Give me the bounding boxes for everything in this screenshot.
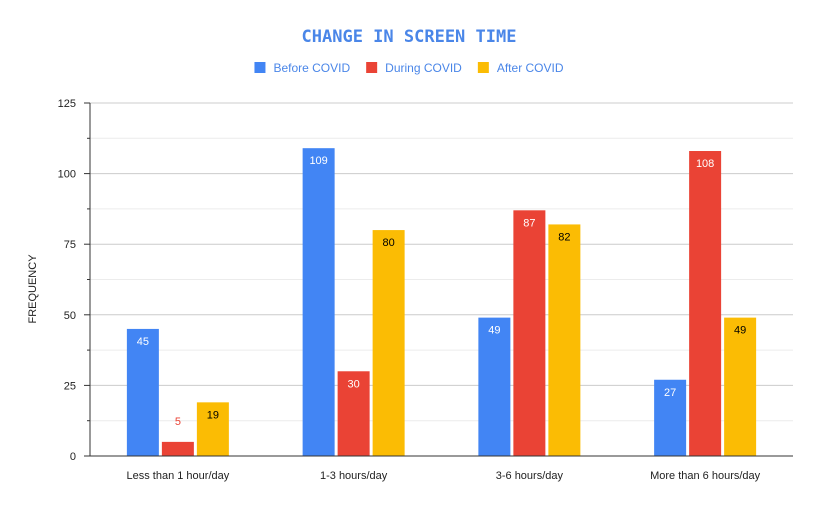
bars: 45 5 19 109 30 80 49 87 82 27 108 49 — [126, 148, 757, 456]
gridlines — [90, 102, 793, 422]
bar-before-covid — [654, 379, 687, 456]
legend-label: During COVID — [385, 61, 462, 75]
data-label: 5 — [175, 416, 181, 428]
data-label: 109 — [309, 155, 327, 167]
data-label: 19 — [207, 409, 219, 421]
y-tick-label: 75 — [64, 239, 76, 251]
bar-during-covid — [689, 151, 722, 456]
x-category-label: More than 6 hours/day — [650, 470, 761, 482]
legend-swatch — [366, 62, 378, 73]
legend-swatch — [477, 62, 489, 73]
x-category-label: Less than 1 hour/day — [127, 470, 230, 482]
legend-swatch — [254, 62, 266, 73]
y-tick-label: 25 — [64, 380, 76, 392]
bar-during-covid — [513, 210, 546, 456]
bar-after-covid — [548, 224, 581, 456]
bar-during-covid — [337, 371, 370, 456]
data-label: 49 — [734, 325, 746, 337]
bar-after-covid — [724, 317, 757, 456]
data-label: 80 — [383, 237, 395, 249]
data-label: 49 — [488, 325, 500, 337]
y-tick-label: 50 — [64, 310, 76, 322]
bar-before-covid — [478, 317, 511, 456]
y-tick-label: 100 — [58, 169, 76, 181]
data-label: 30 — [348, 378, 360, 390]
bar-after-covid — [372, 230, 405, 456]
legend: Before COVID During COVID After COVID — [254, 61, 564, 75]
legend-label: Before COVID — [273, 61, 350, 75]
legend-label: After COVID — [497, 61, 564, 75]
x-category-label: 3-6 hours/day — [496, 470, 564, 482]
bar-before-covid — [302, 148, 335, 456]
bar-during-covid — [161, 441, 194, 456]
x-category-label: 1-3 hours/day — [320, 470, 388, 482]
data-label: 87 — [523, 217, 535, 229]
bar-after-covid — [196, 402, 229, 456]
chart-title: CHANGE IN SCREEN TIME — [302, 27, 517, 47]
data-label: 45 — [137, 336, 149, 348]
axes: 0 25 50 75 100 125 Less than 1 hour/day 1-3 hou… — [58, 98, 793, 482]
data-label: 82 — [558, 231, 570, 243]
y-tick-label: 125 — [58, 98, 76, 110]
data-label: 108 — [696, 158, 714, 170]
bar-before-covid — [126, 328, 159, 456]
data-label: 27 — [664, 387, 676, 399]
y-axis-title: FREQUENCY — [27, 254, 39, 324]
y-tick-label: 0 — [70, 451, 76, 463]
